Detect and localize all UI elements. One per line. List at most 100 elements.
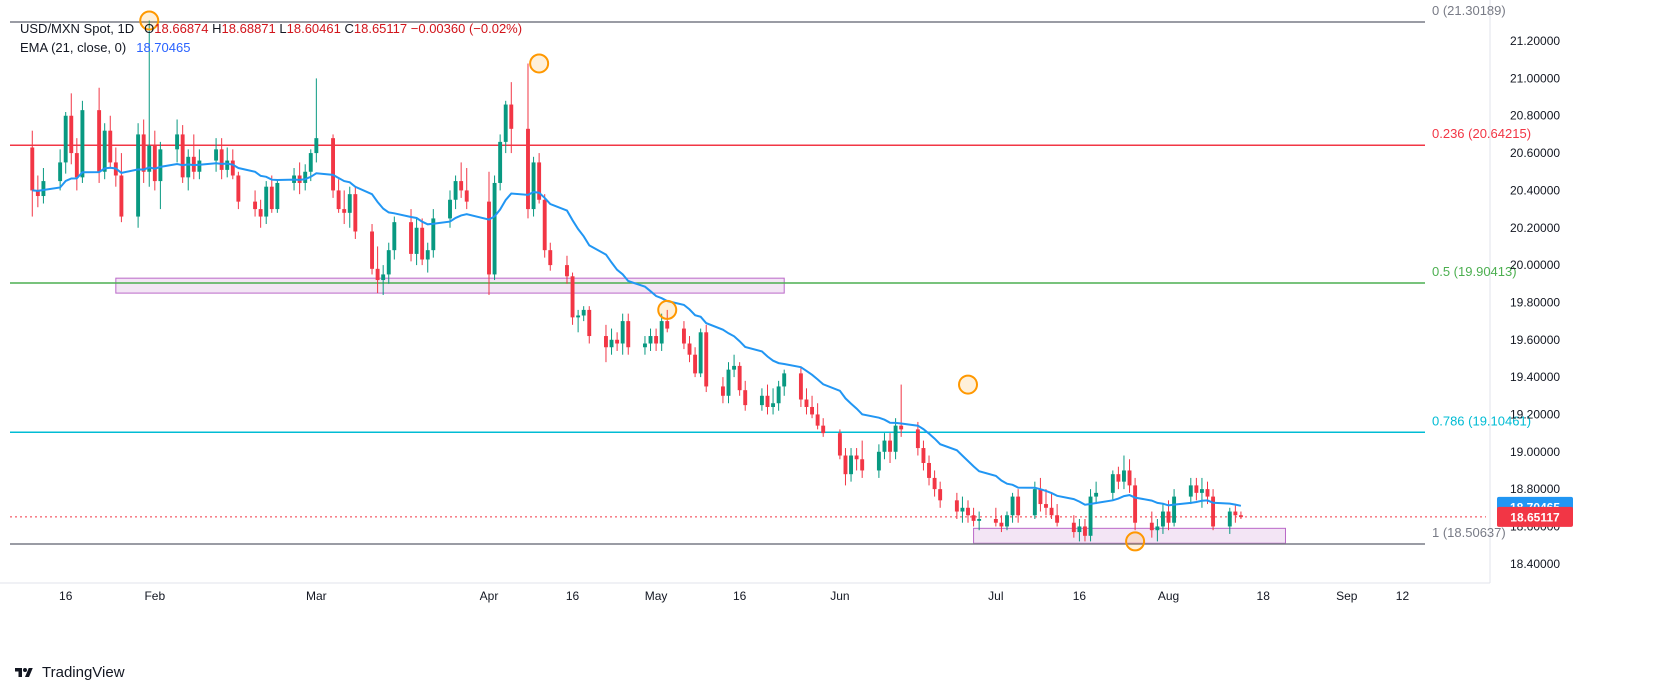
ohlc-row[interactable]: USD/MXN Spot, 1D O18.66874 H18.68871 L18… bbox=[20, 19, 522, 38]
candle-body bbox=[236, 175, 241, 202]
candle-body bbox=[542, 199, 547, 251]
y-tick-label: 21.00000 bbox=[1510, 71, 1560, 85]
candle-body bbox=[147, 145, 152, 172]
candle-body bbox=[58, 162, 63, 182]
ema-polyline bbox=[32, 162, 1242, 507]
candle-body bbox=[102, 130, 107, 172]
candle-body bbox=[1166, 511, 1171, 523]
candlesticks bbox=[30, 20, 1243, 542]
candle-body bbox=[654, 336, 659, 344]
candle-body bbox=[347, 194, 352, 213]
candle-body bbox=[860, 459, 865, 471]
candle-body bbox=[197, 160, 202, 172]
x-tick-label: Jun bbox=[830, 589, 849, 603]
swing-marker bbox=[1125, 531, 1146, 552]
candle-body bbox=[927, 462, 931, 478]
candle-body bbox=[1077, 526, 1082, 533]
fib-level-label: 0.786 (19.10461) bbox=[1432, 413, 1531, 428]
candle-body bbox=[876, 451, 881, 471]
close-label: C bbox=[344, 21, 354, 36]
ema-label[interactable]: EMA (21, close, 0) bbox=[20, 40, 127, 55]
candle-body bbox=[487, 201, 491, 275]
candle-body bbox=[69, 115, 74, 154]
candle-body bbox=[954, 500, 959, 512]
candle-body bbox=[1088, 496, 1093, 536]
candle-body bbox=[570, 276, 575, 318]
candle-body bbox=[843, 455, 848, 475]
candle-body bbox=[854, 455, 859, 460]
candle-body bbox=[180, 134, 185, 178]
candle-body bbox=[720, 386, 725, 396]
candle-body bbox=[152, 145, 157, 182]
y-tick-label: 20.40000 bbox=[1510, 183, 1560, 197]
candle-body bbox=[108, 130, 113, 163]
candle-body bbox=[1049, 507, 1054, 516]
y-tick-label: 20.20000 bbox=[1510, 221, 1560, 235]
candle-body bbox=[392, 222, 397, 251]
candle-body bbox=[63, 115, 68, 163]
high-label: H bbox=[212, 21, 222, 36]
candle-body bbox=[565, 265, 569, 277]
candle-body bbox=[308, 153, 313, 172]
change-value: −0.00360 (−0.02%) bbox=[410, 21, 523, 36]
ema-value: 18.70465 bbox=[136, 40, 191, 55]
candle-body bbox=[214, 149, 219, 161]
fib-level-label: 0.236 (20.64215) bbox=[1432, 126, 1531, 141]
symbol-label[interactable]: USD/MXN Spot, 1D bbox=[20, 21, 135, 36]
candle-body bbox=[41, 181, 46, 197]
candle-body bbox=[258, 209, 263, 217]
candle-body bbox=[1010, 496, 1015, 516]
candle-body bbox=[899, 425, 904, 430]
candle-body bbox=[977, 518, 982, 521]
y-tick-label: 18.80000 bbox=[1510, 482, 1560, 496]
candle-body bbox=[932, 477, 937, 490]
candle-body bbox=[342, 209, 347, 213]
candle-body bbox=[643, 343, 647, 348]
candle-body bbox=[681, 328, 686, 344]
candle-body bbox=[798, 373, 803, 400]
candle-body bbox=[1133, 485, 1138, 523]
y-tick-label: 21.20000 bbox=[1510, 34, 1560, 48]
candle-body bbox=[459, 181, 464, 191]
candle-body bbox=[743, 390, 748, 406]
tradingview-brand[interactable]: TradingView bbox=[12, 664, 125, 681]
candle-body bbox=[531, 162, 536, 210]
candle-body bbox=[1155, 526, 1160, 531]
candle-body bbox=[1149, 522, 1154, 531]
x-tick-label: 16 bbox=[733, 589, 747, 603]
candle-body bbox=[492, 182, 497, 275]
candle-body bbox=[648, 336, 653, 344]
x-tick-label: Aug bbox=[1158, 589, 1179, 603]
candle-body bbox=[732, 365, 737, 370]
candle-body bbox=[464, 190, 469, 202]
candle-body bbox=[587, 309, 592, 337]
candle-body bbox=[782, 373, 787, 387]
candle-body bbox=[626, 321, 631, 348]
candle-body bbox=[1038, 489, 1043, 505]
candle-body bbox=[119, 175, 124, 217]
candle-body bbox=[921, 448, 926, 463]
x-tick-label: 16 bbox=[566, 589, 580, 603]
candle-body bbox=[849, 455, 853, 475]
candle-body bbox=[136, 134, 141, 217]
y-axis[interactable]: 21.20000 21.00000 20.80000 20.60000 20.40000… bbox=[1497, 34, 1573, 571]
y-tick-label: 19.40000 bbox=[1510, 370, 1560, 384]
candle-body bbox=[704, 332, 709, 387]
x-axis[interactable]: 16 Feb Mar Apr 16 May 16 Jun Jul 16 Aug 18 Sep 12 bbox=[59, 589, 1409, 603]
x-tick-label: 16 bbox=[59, 589, 73, 603]
candle-body bbox=[1172, 496, 1177, 523]
swing-marker bbox=[139, 10, 160, 31]
candle-body bbox=[548, 250, 553, 266]
candle-body bbox=[1116, 474, 1121, 482]
candle-body bbox=[420, 227, 425, 260]
chart-legend: USD/MXN Spot, 1D O18.66874 H18.68871 L18… bbox=[20, 19, 522, 57]
candle-body bbox=[453, 181, 458, 200]
y-tick-label: 18.40000 bbox=[1510, 557, 1560, 571]
candle-body bbox=[737, 365, 742, 391]
ema-row[interactable]: EMA (21, close, 0) 18.70465 bbox=[20, 38, 522, 57]
x-tick-label: 12 bbox=[1396, 589, 1410, 603]
candle-body bbox=[141, 134, 146, 172]
x-tick-label: 18 bbox=[1257, 589, 1271, 603]
candle-body bbox=[331, 138, 335, 191]
